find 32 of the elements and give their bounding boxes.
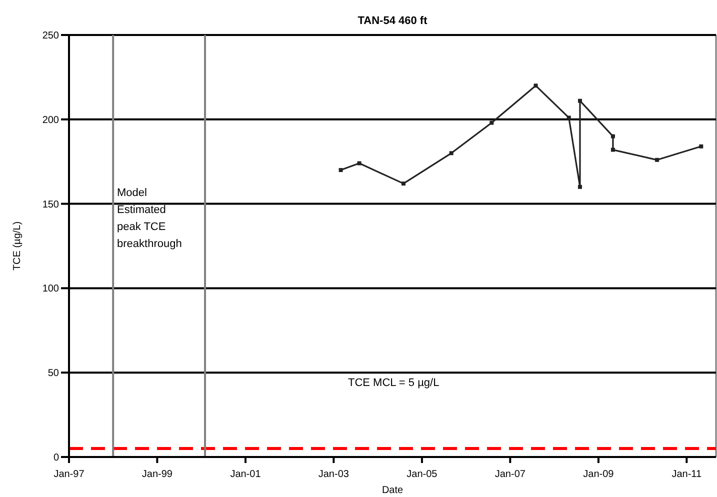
y-tick-label: 200 bbox=[42, 114, 60, 126]
point bbox=[338, 168, 343, 172]
point bbox=[449, 151, 454, 156]
y-tick-label: 250 bbox=[42, 30, 60, 42]
point bbox=[578, 98, 582, 103]
point bbox=[610, 134, 615, 138]
x-tick-label: Jan-99 bbox=[142, 469, 173, 480]
annotation: Model Estimated peak TCE breakthrough bbox=[117, 187, 182, 250]
y-tick-label: 150 bbox=[42, 199, 60, 210]
point bbox=[566, 116, 571, 120]
y-tick-label: 50 bbox=[48, 368, 60, 380]
point bbox=[357, 161, 362, 166]
point bbox=[699, 144, 704, 148]
x-tick-label: Jan-07 bbox=[494, 469, 526, 480]
x-tick-label: Jan-05 bbox=[406, 469, 438, 480]
x-tick-label: Jan-03 bbox=[318, 469, 350, 480]
annotation: TCE MCL = 5 µg/L bbox=[348, 377, 440, 389]
point bbox=[578, 184, 582, 189]
point bbox=[655, 158, 660, 162]
point bbox=[490, 120, 494, 125]
x-tick-label: Jan-09 bbox=[583, 469, 614, 480]
y-tick-label: 100 bbox=[42, 284, 60, 295]
x-tick-label: Jan-01 bbox=[230, 469, 262, 480]
point bbox=[401, 182, 406, 186]
y-axis-title: TCE (µg/L) bbox=[12, 221, 23, 271]
x-tick-label: Jan-97 bbox=[54, 469, 85, 480]
point bbox=[610, 148, 615, 152]
chart-title: TAN-54 460 ft bbox=[358, 15, 428, 27]
x-tick-label: Jan-11 bbox=[672, 469, 702, 480]
x-axis-title: Date bbox=[382, 485, 404, 496]
point bbox=[534, 84, 538, 88]
y-tick-label: 0 bbox=[53, 452, 60, 464]
